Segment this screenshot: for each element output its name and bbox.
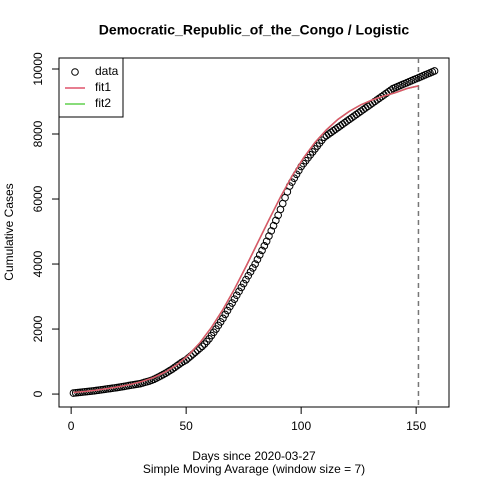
fit-line [73, 85, 419, 394]
data-point [249, 264, 257, 272]
y-tick-label: 4000 [31, 250, 45, 277]
subtitle: Simple Moving Avarage (window size = 7) [143, 462, 365, 476]
data-point [200, 340, 209, 348]
x-tick-label: 0 [68, 419, 75, 433]
y-tick-label: 8000 [31, 120, 45, 147]
data-point [253, 255, 262, 264]
y-tick-label: 10000 [31, 52, 45, 86]
x-tick-label: 50 [179, 419, 193, 433]
legend-label: fit2 [95, 96, 111, 110]
data-point [251, 260, 259, 268]
data-point [203, 337, 211, 346]
data-point [228, 299, 236, 307]
data-point [193, 346, 202, 354]
data-point [196, 344, 204, 353]
chart-title: Democratic_Republic_of_the_Congo / Logis… [99, 22, 410, 38]
y-tick-label: 2000 [31, 315, 45, 342]
y-tick-label: 0 [31, 390, 45, 397]
data-point [223, 306, 232, 315]
y-axis-label: Cumulative Cases [2, 183, 16, 280]
data-point [260, 242, 269, 250]
data-point [430, 67, 439, 75]
data-point [239, 279, 248, 288]
data-point [235, 287, 243, 296]
data-point [255, 251, 264, 259]
data-point [242, 275, 250, 284]
legend-swatch [71, 68, 79, 76]
plot-frame [58, 57, 450, 408]
data-point [246, 268, 255, 276]
data-point [219, 314, 227, 323]
data-point [237, 283, 246, 292]
data-point [221, 310, 230, 319]
data-point [230, 295, 239, 303]
fit-line [73, 85, 419, 394]
legend-label: data [95, 64, 119, 78]
data-point [258, 246, 266, 255]
data-point [232, 291, 241, 300]
x-axis-label: Days since 2020-03-27 [192, 449, 316, 463]
legend-label: fit1 [95, 80, 111, 94]
y-tick-label: 6000 [31, 185, 45, 212]
data-point [244, 271, 253, 280]
x-tick-label: 100 [291, 419, 311, 433]
data-point [198, 342, 207, 351]
x-tick-label: 150 [406, 419, 426, 433]
